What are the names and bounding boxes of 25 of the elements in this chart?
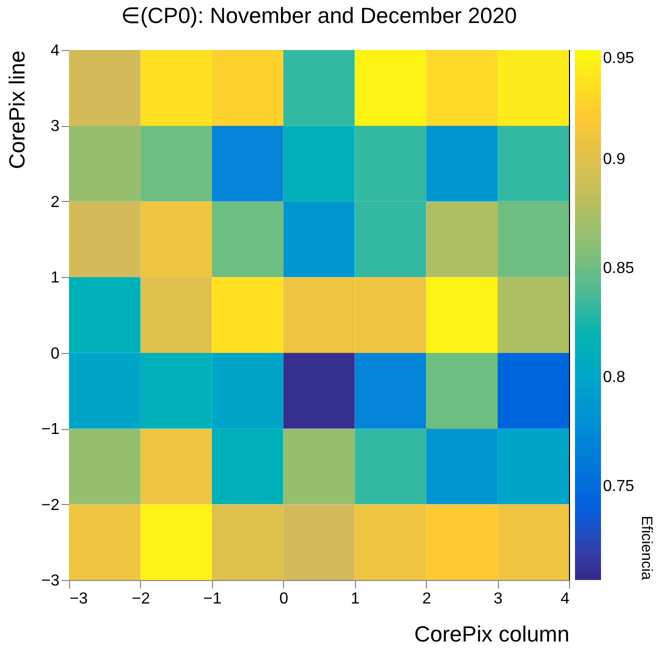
x-tick-label: −1 xyxy=(203,590,222,608)
x-axis-title: CorePix column xyxy=(414,622,570,646)
color-bar-label: 0.8 xyxy=(603,369,626,386)
color-bar-title: Eficiencia xyxy=(638,516,655,581)
x-tick-label: 4 xyxy=(560,590,570,608)
chart-title: ∈(CP0): November and December 2020 xyxy=(121,3,517,28)
y-tick-label: −2 xyxy=(41,496,60,514)
y-tick-label: 0 xyxy=(50,345,60,362)
y-tick-label: 3 xyxy=(50,118,60,136)
color-bar-label: 0.9 xyxy=(603,151,626,168)
color-bar-label: 0.95 xyxy=(603,50,634,67)
y-tick-label: 1 xyxy=(50,270,60,287)
y-tick-label: 2 xyxy=(50,194,60,211)
y-axis-title: CorePix line xyxy=(4,50,30,170)
y-tick-label: −1 xyxy=(41,421,60,438)
y-tick-label: 4 xyxy=(50,42,60,60)
color-bar-label: 0.85 xyxy=(603,260,634,278)
y-tick-label: −3 xyxy=(41,572,60,590)
x-tick-label: −2 xyxy=(132,590,150,608)
x-tick-label: 0 xyxy=(279,590,288,608)
x-tick-label: 1 xyxy=(350,590,360,608)
x-tick-label: 3 xyxy=(494,590,503,608)
x-tick-label: −3 xyxy=(70,590,88,608)
color-bar-label: 0.75 xyxy=(603,478,634,496)
x-tick-label: 2 xyxy=(422,590,432,608)
